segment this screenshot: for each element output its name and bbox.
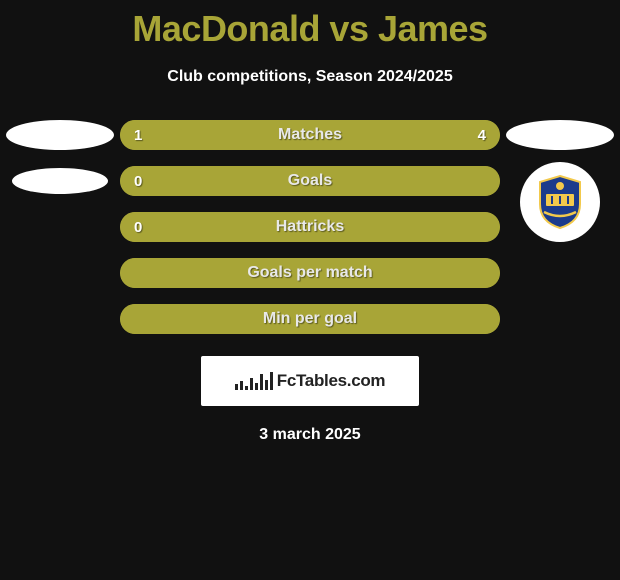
stat-bar: 0 Hattricks [120, 212, 500, 242]
right-badge-slot [500, 158, 620, 204]
player-left-ellipse [12, 168, 108, 194]
stat-label: Goals [120, 166, 500, 196]
stat-bar: Min per goal [120, 304, 500, 334]
left-badge-slot [0, 112, 120, 158]
player-left-ellipse [6, 120, 114, 150]
stat-row-hattricks: 0 Hattricks [0, 204, 620, 250]
stat-row-matches: 1 Matches 4 [0, 112, 620, 158]
stats-rows: 1 Matches 4 0 Goals [0, 112, 620, 342]
stat-bar: 0 Goals [120, 166, 500, 196]
report-date: 3 march 2025 [0, 426, 620, 444]
left-badge-slot [0, 158, 120, 204]
left-badge-slot [0, 250, 120, 296]
left-badge-slot [0, 204, 120, 250]
stat-bar: 1 Matches 4 [120, 120, 500, 150]
stat-label: Matches [120, 120, 500, 150]
stat-label: Min per goal [120, 304, 500, 334]
right-badge-slot [500, 250, 620, 296]
left-badge-slot [0, 296, 120, 342]
stat-label: Hattricks [120, 212, 500, 242]
stat-value-right: 4 [478, 120, 486, 150]
stat-row-goals: 0 Goals [0, 158, 620, 204]
page-title: MacDonald vs James [0, 0, 620, 50]
stat-row-min-per-goal: Min per goal [0, 296, 620, 342]
stat-label: Goals per match [120, 258, 500, 288]
page-subtitle: Club competitions, Season 2024/2025 [0, 68, 620, 86]
right-badge-slot [500, 296, 620, 342]
player-right-ellipse [506, 120, 614, 150]
stat-row-goals-per-match: Goals per match [0, 250, 620, 296]
right-badge-slot [500, 112, 620, 158]
chart-icon [235, 372, 273, 390]
right-badge-slot [500, 204, 620, 250]
brand-logo: FcTables.com [201, 356, 419, 406]
brand-logo-text: FcTables.com [277, 371, 386, 391]
stat-bar: Goals per match [120, 258, 500, 288]
